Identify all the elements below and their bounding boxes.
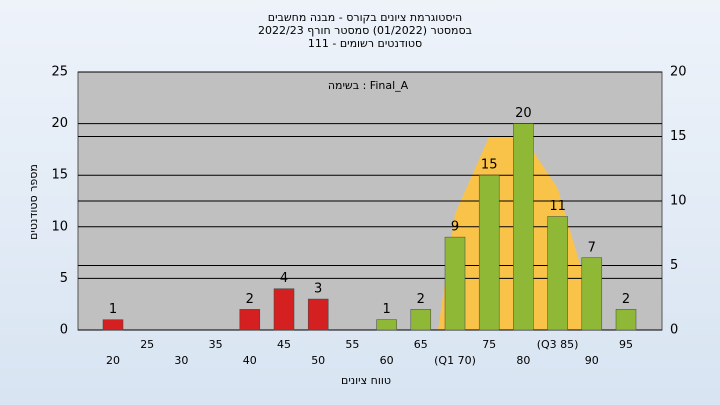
bar: [513, 123, 534, 331]
title-line: סטודנטים רשומים - 111: [308, 37, 422, 50]
title-line: בסמסטר (01/2022) סמסטר חורף 2022/23: [258, 24, 472, 37]
x-tick-label: (Q1 70): [434, 354, 476, 367]
bar: [581, 257, 603, 331]
y-tick-label: 10: [51, 219, 68, 234]
y2-tick-label: 15: [670, 129, 687, 144]
data-label: 1: [109, 302, 117, 317]
bar: [239, 309, 261, 331]
data-label: 9: [451, 220, 459, 235]
data-label: 2: [246, 292, 254, 307]
annotation: בשימה : Final_A: [328, 79, 409, 92]
x-tick-label: 80: [516, 354, 530, 367]
y-tick-label: 5: [60, 271, 68, 286]
y2-tick-label: 10: [670, 194, 687, 209]
x-tick-label: 50: [311, 354, 325, 367]
data-label: 1: [382, 302, 390, 317]
x-tick-label: 65: [414, 338, 428, 351]
x-tick-label: 95: [619, 338, 633, 351]
x-tick-label: 90: [585, 354, 599, 367]
x-tick-label: 45: [277, 338, 291, 351]
x-tick-label: 60: [380, 354, 394, 367]
bar: [307, 298, 329, 331]
data-label: 15: [481, 158, 498, 173]
y2-tick-label: 5: [670, 258, 678, 273]
y-tick-label: 15: [51, 168, 68, 183]
y-tick-label: 20: [51, 116, 68, 131]
bar: [102, 319, 124, 331]
y2-tick-label: 0: [670, 323, 678, 338]
x-axis-label: טווח ציונים: [341, 374, 391, 387]
bar: [444, 236, 466, 331]
data-label: 11: [549, 199, 566, 214]
data-label: 7: [588, 240, 596, 255]
x-tick-label: 20: [106, 354, 120, 367]
y-axis-label: מספר סטודנטים: [27, 164, 40, 240]
bar: [273, 288, 295, 331]
y-tick-label: 0: [60, 323, 68, 338]
x-tick-label: 55: [345, 338, 359, 351]
x-tick-label: (Q3 85): [537, 338, 579, 351]
y-tick-label: 25: [51, 65, 68, 80]
title-line: היסטוגרמת ציונים בקורס - מבנה מחשבים: [268, 11, 462, 24]
bar: [478, 174, 500, 331]
x-tick-label: 25: [140, 338, 154, 351]
bar: [547, 216, 568, 331]
x-tick-label: 35: [209, 338, 223, 351]
bar: [615, 309, 637, 331]
data-label: 20: [515, 106, 532, 121]
bar: [410, 309, 432, 331]
data-label: 2: [417, 292, 425, 307]
data-label: 3: [314, 282, 322, 297]
bar: [376, 319, 397, 331]
x-tick-label: 40: [243, 354, 257, 367]
data-label: 4: [280, 271, 288, 286]
data-label: 2: [622, 292, 630, 307]
y2-tick-label: 20: [670, 65, 687, 80]
x-tick-label: 75: [482, 338, 496, 351]
x-tick-label: 30: [174, 354, 188, 367]
